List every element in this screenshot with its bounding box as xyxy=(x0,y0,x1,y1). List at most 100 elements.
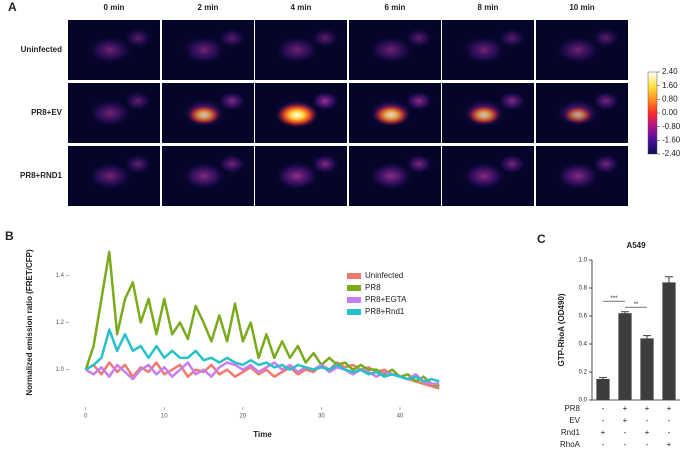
cell xyxy=(311,28,339,48)
y-tick-label: 0.2 xyxy=(579,370,588,376)
x-axis-label: Time xyxy=(253,430,272,439)
colorbar-label: 0.80 xyxy=(662,94,678,103)
cell-signal xyxy=(275,102,319,128)
error-bar xyxy=(599,377,607,379)
cell xyxy=(405,28,433,48)
cell xyxy=(592,91,620,111)
y-axis-label: Normalized emission ratio (FRET/CFP) xyxy=(25,249,34,396)
cell xyxy=(182,162,226,190)
condition-value: - xyxy=(602,404,605,413)
cell xyxy=(311,91,339,111)
condition-value: - xyxy=(602,440,605,449)
chart-title: A549 xyxy=(626,241,646,250)
cell xyxy=(369,36,413,64)
cell-signal xyxy=(371,103,411,127)
legend-swatch xyxy=(347,297,361,303)
cell xyxy=(498,154,526,174)
column-label: 8 min xyxy=(478,3,499,12)
column-label: 10 min xyxy=(569,3,594,12)
legend-label: PR8+Rnd1 xyxy=(365,307,405,316)
series-line xyxy=(85,328,440,383)
condition-value: + xyxy=(667,404,672,413)
column-label: 4 min xyxy=(291,3,312,12)
cell xyxy=(218,28,246,48)
bar xyxy=(640,338,654,400)
condition-name: Rnd1 xyxy=(561,428,581,437)
cell xyxy=(498,91,526,111)
cell xyxy=(462,162,506,190)
cell xyxy=(592,28,620,48)
condition-value: - xyxy=(646,416,649,425)
cell xyxy=(275,36,319,64)
y-tick-label: 1.2 xyxy=(56,320,65,326)
panel-label: C xyxy=(537,232,546,246)
cell xyxy=(405,91,433,111)
condition-value: + xyxy=(623,404,628,413)
panel-label: B xyxy=(5,229,14,243)
row-label: PR8+EV xyxy=(31,108,63,117)
cell xyxy=(556,162,600,190)
cell-signal xyxy=(466,104,502,126)
cell xyxy=(275,162,319,190)
condition-value: + xyxy=(623,416,628,425)
column-label: 6 min xyxy=(385,3,406,12)
column-label: 2 min xyxy=(198,3,219,12)
x-tick-label: 10 xyxy=(161,414,168,420)
cell xyxy=(311,154,339,174)
x-tick-label: 20 xyxy=(240,414,247,420)
legend-swatch xyxy=(347,285,361,291)
condition-value: + xyxy=(645,428,650,437)
colorbar-label: 2.40 xyxy=(662,67,678,76)
condition-value: - xyxy=(602,416,605,425)
x-tick-label: 30 xyxy=(318,414,325,420)
cell xyxy=(182,36,226,64)
y-tick-label: 1.0 xyxy=(579,258,588,264)
y-tick-label: 0.4 xyxy=(579,342,588,348)
legend-swatch xyxy=(347,309,361,315)
cell xyxy=(218,154,246,174)
panel-label: A xyxy=(8,0,17,14)
colorbar-label: -0.80 xyxy=(662,122,681,131)
cell xyxy=(124,91,152,111)
cell xyxy=(124,28,152,48)
y-tick-label: 0.0 xyxy=(579,398,588,404)
condition-value: - xyxy=(624,428,627,437)
bar xyxy=(618,313,632,400)
condition-value: - xyxy=(624,440,627,449)
colorbar-label: 0.00 xyxy=(662,108,678,117)
cell-signal xyxy=(562,105,594,125)
bar xyxy=(662,282,676,400)
cell xyxy=(498,28,526,48)
condition-value: + xyxy=(601,428,606,437)
y-tick-label: 1.4 xyxy=(56,273,65,279)
cell xyxy=(124,154,152,174)
significance-label: *** xyxy=(610,296,618,302)
error-bar xyxy=(665,276,673,283)
colorbar-label: -1.60 xyxy=(662,135,681,144)
cell xyxy=(405,154,433,174)
cell xyxy=(218,91,246,111)
colorbar-label: 1.60 xyxy=(662,81,678,90)
condition-value: - xyxy=(668,416,671,425)
y-tick-label: 1.0 xyxy=(56,367,65,373)
y-tick-label: 0.8 xyxy=(579,286,588,292)
y-axis-label: GTP-RhoA (OD490) xyxy=(557,293,566,366)
row-label: PR8+RND1 xyxy=(20,171,63,180)
cell xyxy=(88,36,132,64)
cell xyxy=(462,36,506,64)
row-label: Uninfected xyxy=(21,45,62,54)
column-label: 0 min xyxy=(104,3,125,12)
cell xyxy=(369,162,413,190)
condition-name: PR8 xyxy=(564,404,580,413)
error-bar xyxy=(643,335,651,339)
cell xyxy=(556,36,600,64)
y-tick-label: 0.6 xyxy=(579,314,588,320)
condition-value: + xyxy=(645,404,650,413)
colorbar-label: -2.40 xyxy=(662,149,681,158)
x-tick-label: 40 xyxy=(397,414,404,420)
series-line xyxy=(84,250,440,388)
significance-label: ** xyxy=(634,302,639,308)
condition-value: - xyxy=(646,440,649,449)
bar xyxy=(596,379,610,400)
